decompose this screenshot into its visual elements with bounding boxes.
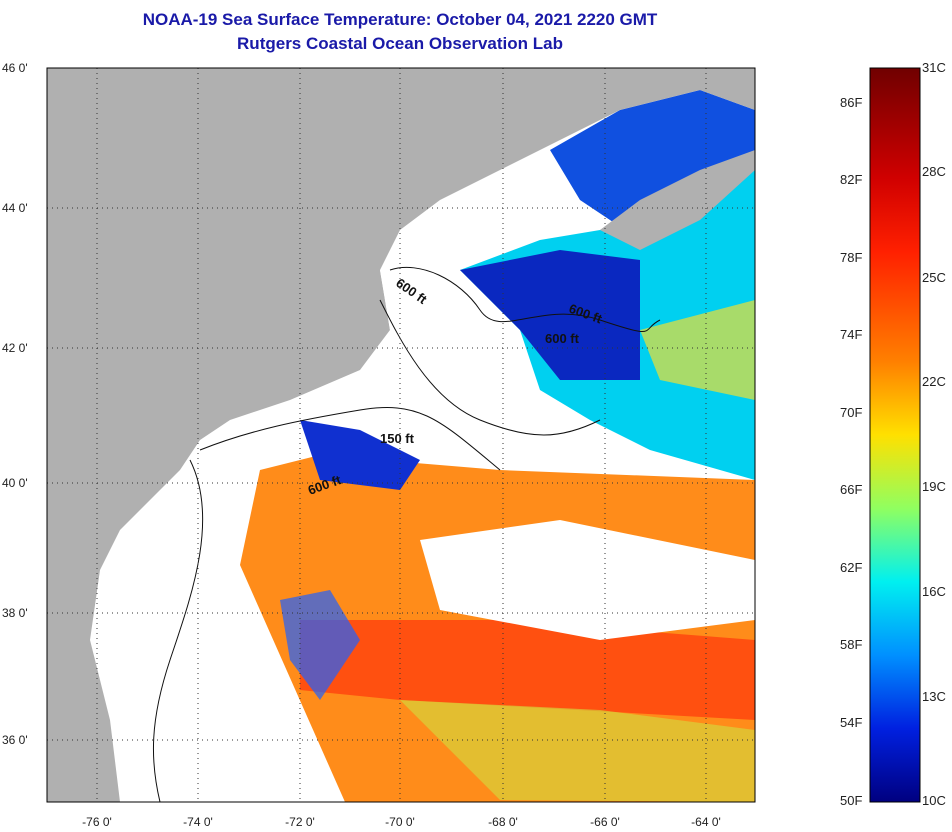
land-nova-scotia [600, 150, 755, 250]
contour-label: 150 ft [380, 431, 415, 446]
lon-tick: -64 0' [691, 815, 721, 829]
colorbar-f-label: 62F [840, 560, 863, 575]
lat-tick: 46 0' [2, 61, 28, 75]
sst-warm-band [300, 620, 755, 720]
colorbar-f-label: 50F [840, 793, 863, 808]
lon-tick: -72 0' [285, 815, 315, 829]
colorbar-c-label: 31C [922, 60, 946, 75]
land-northeast-us [47, 68, 755, 802]
sst-green-patches [400, 700, 755, 802]
sst-cloud-mid [420, 520, 755, 640]
colorbar-f-label: 78F [840, 250, 863, 265]
colorbar-f-label: 70F [840, 405, 863, 420]
sst-warm-east [640, 300, 755, 400]
colorbar-f-label: 66F [840, 482, 863, 497]
colorbar-f-label: 82F [840, 172, 863, 187]
graticule [47, 68, 755, 802]
lon-tick: -66 0' [590, 815, 620, 829]
colorbar-c-label: 13C [922, 689, 946, 704]
lon-tick: -74 0' [183, 815, 213, 829]
lat-tick: 44 0' [2, 201, 28, 215]
contour-label: 600 ft [545, 331, 580, 346]
colorbar-c-label: 19C [922, 479, 946, 494]
colorbar [869, 67, 921, 803]
lat-tick: 40 0' [2, 476, 28, 490]
lon-tick: -76 0' [82, 815, 112, 829]
colorbar-f-label: 74F [840, 327, 863, 342]
sst-cold-patches [280, 590, 360, 700]
colorbar-c-label: 22C [922, 374, 946, 389]
depth-contour-600ft [199, 266, 661, 471]
colorbar-f-label: 86F [840, 95, 863, 110]
lat-axis: 46 0' 44 0' 42 0' 40 0' 38 0' 36 0' [2, 61, 28, 747]
lat-tick: 36 0' [2, 733, 28, 747]
title-line-1: NOAA-19 Sea Surface Temperature: October… [142, 10, 658, 29]
land-cape-cod-white [380, 270, 430, 380]
colorbar-c-label: 25C [922, 270, 946, 285]
lat-tick: 38 0' [2, 606, 28, 620]
map-frame [46, 67, 756, 803]
colorbar-c-label: 28C [922, 164, 946, 179]
lon-axis: -76 0' -74 0' -72 0' -70 0' -68 0' -66 0… [82, 815, 721, 829]
depth-contour-150ft [152, 299, 601, 802]
colorbar-c-label: 16C [922, 584, 946, 599]
title-line-2: Rutgers Coastal Ocean Observation Lab [237, 34, 563, 53]
colorbar-f-label: 58F [840, 637, 863, 652]
sst-bay-of-fundy [550, 90, 755, 240]
colorbar-c-label: 10C [922, 793, 946, 808]
lon-tick: -70 0' [385, 815, 415, 829]
lon-tick: -68 0' [488, 815, 518, 829]
colorbar-f-label: 54F [840, 715, 863, 730]
lat-tick: 42 0' [2, 341, 28, 355]
sst-cold-south [300, 420, 420, 490]
